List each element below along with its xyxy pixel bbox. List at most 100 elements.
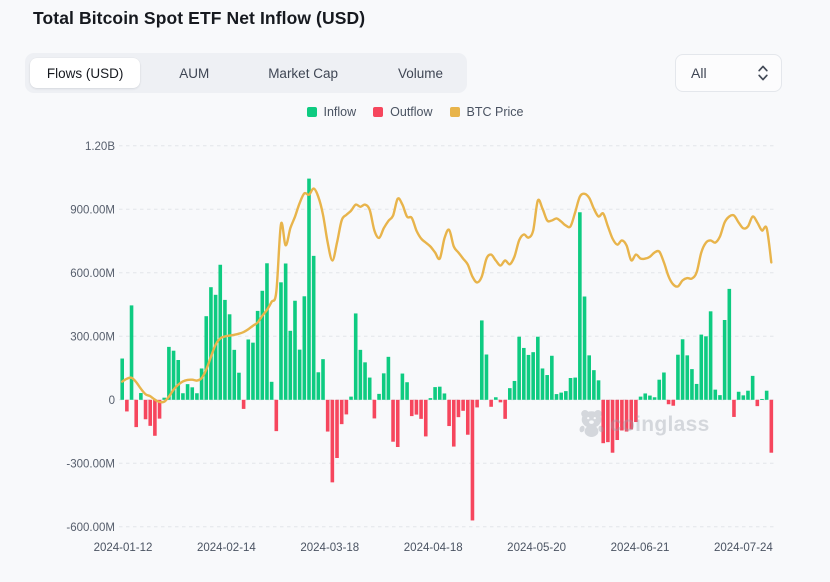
flow-bar[interactable] — [568, 377, 573, 400]
flow-bar[interactable] — [265, 263, 269, 400]
flow-bar[interactable] — [755, 399, 760, 407]
flow-bar[interactable] — [545, 375, 549, 400]
flow-bar[interactable] — [134, 399, 139, 428]
flow-bar[interactable] — [456, 399, 461, 418]
tab-volume[interactable]: Volume — [397, 65, 443, 81]
flow-bar[interactable] — [227, 314, 232, 400]
flow-bar[interactable] — [550, 355, 554, 400]
flow-bar[interactable] — [316, 372, 321, 400]
flow-bar[interactable] — [624, 399, 629, 432]
flow-bar[interactable] — [181, 393, 185, 400]
tab-aum[interactable]: AUM — [179, 65, 210, 81]
flow-bar[interactable] — [395, 399, 400, 448]
flow-bar[interactable] — [120, 358, 124, 400]
tab-market-cap[interactable]: Market Cap — [268, 65, 338, 81]
flow-bar[interactable] — [185, 384, 190, 400]
flow-bar[interactable] — [727, 288, 732, 400]
flow-bar[interactable] — [578, 212, 582, 400]
flow-bar[interactable] — [680, 339, 685, 400]
flow-bar[interactable] — [153, 399, 157, 436]
flow-bar[interactable] — [629, 399, 634, 430]
flow-bar[interactable] — [620, 399, 624, 431]
flow-bar[interactable] — [143, 399, 148, 420]
flow-bar[interactable] — [283, 263, 288, 400]
flow-bar[interactable] — [167, 346, 171, 400]
flow-bar[interactable] — [648, 395, 652, 400]
flow-bar[interactable] — [353, 313, 358, 400]
flow-bar[interactable] — [638, 396, 643, 400]
range-select[interactable]: All — [675, 54, 782, 92]
flow-bar[interactable] — [335, 399, 339, 459]
flow-bar[interactable] — [223, 299, 227, 400]
flow-bar[interactable] — [713, 389, 718, 400]
flow-bar[interactable] — [311, 255, 316, 400]
flow-bar[interactable] — [125, 399, 129, 412]
flow-bar[interactable] — [344, 399, 349, 415]
flow-bar[interactable] — [517, 336, 521, 400]
flow-bar[interactable] — [498, 399, 503, 403]
flow-bar[interactable] — [447, 399, 451, 427]
flow-bar[interactable] — [171, 350, 176, 400]
flow-bar[interactable] — [218, 264, 223, 400]
flow-bar[interactable] — [307, 178, 311, 400]
flow-bar[interactable] — [503, 399, 507, 419]
flow-bar[interactable] — [475, 399, 479, 408]
flow-bar[interactable] — [465, 399, 470, 435]
flow-bar[interactable] — [204, 316, 209, 400]
legend-item-outflow[interactable]: Outflow — [373, 105, 433, 119]
flow-bar[interactable] — [363, 362, 367, 400]
flow-bar[interactable] — [190, 387, 195, 400]
flow-bar[interactable] — [508, 388, 512, 400]
tab-flows-usd[interactable]: Flows (USD) — [30, 58, 141, 88]
flow-bar[interactable] — [470, 399, 475, 521]
flow-bar[interactable] — [414, 399, 419, 415]
flow-bar[interactable] — [405, 382, 409, 400]
flow-bar[interactable] — [232, 349, 237, 400]
flow-bar[interactable] — [601, 399, 606, 444]
flow-bar[interactable] — [442, 393, 447, 400]
flow-bar[interactable] — [494, 397, 498, 400]
flow-bar[interactable] — [489, 399, 493, 407]
flow-bar[interactable] — [237, 372, 241, 400]
flow-bar[interactable] — [451, 399, 456, 447]
flow-bar[interactable] — [573, 377, 577, 400]
flow-bar[interactable] — [746, 390, 750, 400]
flow-bar[interactable] — [241, 399, 246, 409]
flow-bar[interactable] — [582, 296, 587, 400]
flow-bar[interactable] — [423, 399, 428, 437]
flow-bar[interactable] — [274, 399, 279, 432]
flow-bar[interactable] — [251, 342, 255, 400]
flow-bar[interactable] — [643, 393, 648, 400]
flow-bar[interactable] — [129, 305, 134, 400]
flow-bar[interactable] — [722, 320, 727, 400]
flow-bar[interactable] — [690, 369, 694, 400]
flow-bar[interactable] — [255, 310, 260, 400]
flow-bar[interactable] — [433, 387, 437, 400]
flow-bar[interactable] — [377, 393, 381, 400]
flow-bar[interactable] — [157, 399, 162, 419]
flow-bar[interactable] — [209, 287, 213, 400]
legend-item-inflow[interactable]: Inflow — [306, 105, 356, 119]
flow-bar[interactable] — [409, 399, 414, 417]
flow-bar[interactable] — [531, 352, 535, 400]
flow-bar[interactable] — [676, 354, 680, 400]
flow-bar[interactable] — [400, 373, 405, 400]
flow-bar[interactable] — [652, 397, 657, 400]
flow-bar[interactable] — [662, 372, 666, 400]
flow-bar[interactable] — [610, 399, 615, 453]
flow-bar[interactable] — [372, 399, 377, 419]
flow-bar[interactable] — [634, 399, 638, 423]
flow-bar[interactable] — [512, 380, 517, 400]
flow-bar[interactable] — [750, 375, 755, 400]
flow-bar[interactable] — [293, 300, 297, 400]
legend-item-btc-price[interactable]: BTC Price — [449, 105, 524, 119]
flow-bar[interactable] — [246, 339, 251, 400]
flow-bar[interactable] — [564, 391, 568, 400]
flow-bar[interactable] — [587, 355, 591, 400]
flow-bar[interactable] — [349, 396, 353, 400]
flow-bar[interactable] — [741, 395, 746, 400]
flow-bar[interactable] — [428, 398, 433, 400]
flow-bar[interactable] — [760, 398, 764, 400]
flow-bar[interactable] — [704, 336, 708, 400]
flow-bar[interactable] — [419, 399, 423, 419]
